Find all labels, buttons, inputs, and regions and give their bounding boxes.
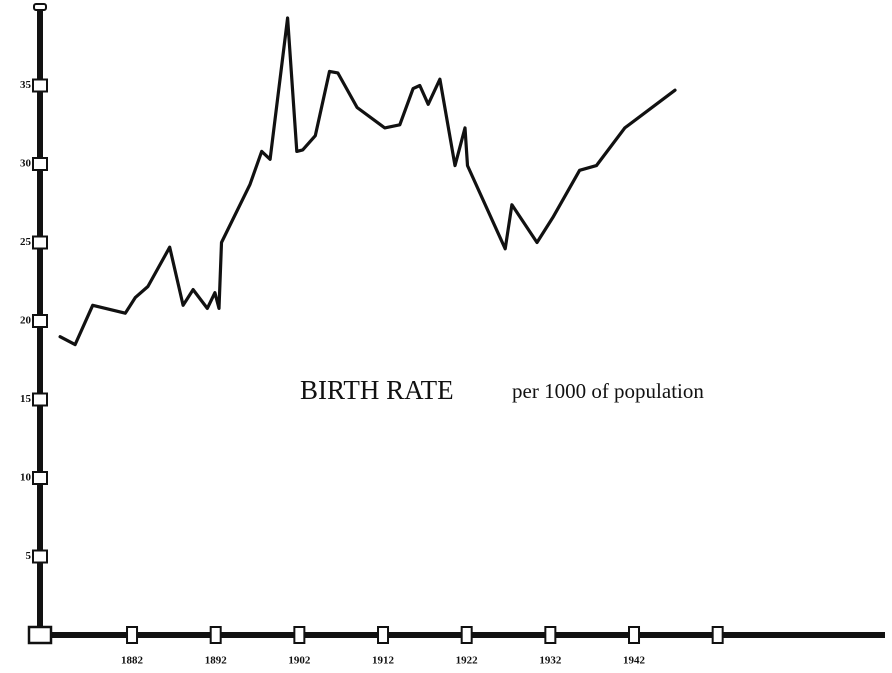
x-tick-label: 1912 [372,655,395,667]
y-tick-label: 15 [20,393,32,405]
data-line [58,16,677,347]
y-tick-label: 20 [20,315,32,327]
y-tick-mark [32,157,48,171]
x-tick-label: 1942 [623,655,646,667]
y-tick-label: 10 [20,472,32,484]
y-tick-mark [32,392,48,407]
y-tick-mark [32,314,48,328]
x-tick-mark [628,626,641,644]
x-tick-label: 1882 [121,655,144,667]
y-tick-label: 35 [20,79,32,91]
y-tick-label: 25 [20,236,32,248]
y-tick-mark [32,471,48,485]
x-tick-label: 1922 [456,655,479,667]
x-tick-mark [460,626,473,644]
x-tick-label: 1902 [288,655,311,667]
x-tick-mark [293,626,306,644]
origin-box [27,625,53,645]
x-tick-mark [209,626,222,644]
x-tick-mark [126,626,139,644]
y-tick-mark [32,549,48,564]
axis-cap [33,3,47,11]
y-tick-label: 5 [26,550,32,562]
x-tick-mark [711,626,724,644]
y-tick-mark [32,78,48,93]
chart-subtitle: per 1000 of population [512,379,704,403]
y-tick-label: 30 [20,158,32,170]
y-tick-mark [32,235,48,250]
x-tick-mark [544,626,557,644]
chart-title: BIRTH RATE [300,375,454,405]
x-tick-label: 1892 [205,655,228,667]
x-tick-mark [377,626,390,644]
x-tick-label: 1932 [539,655,562,667]
